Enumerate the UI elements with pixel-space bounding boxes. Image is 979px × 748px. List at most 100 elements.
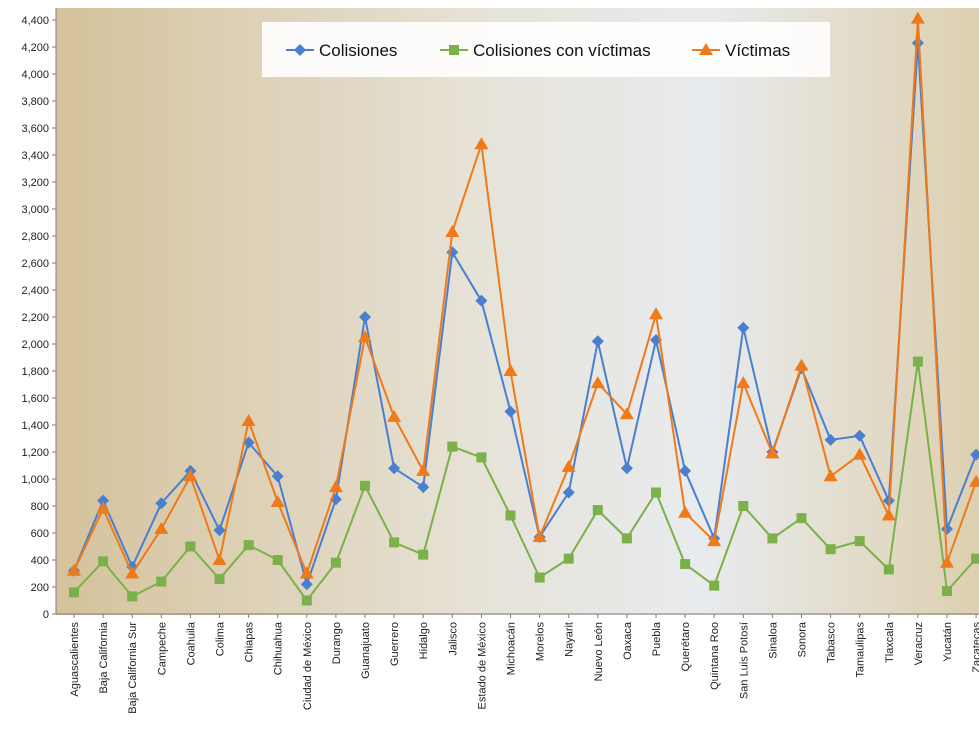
data-point xyxy=(504,405,517,418)
legend-label: Víctimas xyxy=(725,41,790,60)
data-point xyxy=(854,536,865,547)
y-tick-label: 2,400 xyxy=(21,285,49,297)
legend-item: Colisiones xyxy=(286,41,397,60)
data-point xyxy=(359,311,371,323)
data-point xyxy=(155,497,168,510)
y-tick-label: 1,600 xyxy=(21,393,49,405)
data-point xyxy=(271,470,284,483)
legend-label: Colisiones xyxy=(319,41,397,60)
data-point xyxy=(823,469,838,482)
y-tick-label: 1,200 xyxy=(21,447,49,459)
y-tick-label: 600 xyxy=(31,528,49,540)
data-point xyxy=(388,462,401,475)
data-point xyxy=(765,446,780,459)
data-point xyxy=(241,413,256,426)
data-point xyxy=(416,463,431,476)
x-tick-label: Chihuahua xyxy=(273,621,285,675)
data-point xyxy=(942,586,952,597)
data-point xyxy=(679,464,692,477)
data-point xyxy=(387,409,402,422)
data-point xyxy=(294,44,306,56)
data-point xyxy=(592,505,603,516)
data-point xyxy=(389,537,400,548)
data-point xyxy=(767,533,778,544)
x-tick-label: Hidalgo xyxy=(418,622,430,659)
y-tick-label: 3,800 xyxy=(21,96,49,108)
data-point xyxy=(736,376,751,389)
x-axis: Aguascalientes Baja California Baja Califo… xyxy=(56,613,979,714)
data-point xyxy=(475,294,488,307)
data-point xyxy=(243,540,254,551)
y-tick-label: 400 xyxy=(31,555,49,567)
x-tick-label: Estado de México xyxy=(476,622,488,709)
series-1 xyxy=(69,356,979,606)
data-point xyxy=(127,591,138,602)
y-tick-label: 2,600 xyxy=(21,258,49,270)
x-tick-label: Coahuila xyxy=(185,621,197,665)
data-point xyxy=(678,505,693,518)
x-tick-label: Baja California xyxy=(98,621,110,693)
data-point xyxy=(680,559,691,570)
x-tick-label: Tamaulipas xyxy=(855,622,867,678)
data-point xyxy=(300,578,313,591)
legend: Colisiones Colisiones con víctimas Víctima… xyxy=(262,22,830,77)
y-tick-label: 2,200 xyxy=(21,312,49,324)
x-tick-label: Sinaloa xyxy=(767,621,779,659)
x-tick-label: Zacatecas xyxy=(971,622,979,673)
data-point xyxy=(881,508,896,521)
data-point xyxy=(971,553,979,564)
x-tick-label: Ciudad de México xyxy=(302,622,314,710)
x-tick-label: Colima xyxy=(215,621,227,656)
data-point xyxy=(67,563,81,576)
x-tick-label: Aguascalientes xyxy=(69,622,81,697)
legend-item: Víctimas xyxy=(692,41,790,60)
legend-box xyxy=(262,22,830,77)
x-tick-label: Quintana Roo xyxy=(709,622,721,690)
data-point xyxy=(97,494,110,507)
data-point xyxy=(154,521,169,534)
data-point xyxy=(737,321,750,334)
data-point xyxy=(738,501,749,511)
x-tick-label: Veracruz xyxy=(913,622,925,665)
data-point xyxy=(125,566,140,579)
data-point xyxy=(301,595,312,606)
x-tick-label: San Luis Potosí xyxy=(738,622,750,699)
y-tick-label: 200 xyxy=(31,582,49,594)
data-point xyxy=(358,330,372,343)
x-tick-label: Baja California Sur xyxy=(127,622,139,714)
x-tick-label: Campeche xyxy=(156,622,168,675)
legend-item: Colisiones con víctimas xyxy=(440,41,651,60)
series-line xyxy=(73,42,978,588)
data-point xyxy=(328,480,343,493)
data-point xyxy=(214,573,225,584)
data-point xyxy=(940,555,954,568)
x-tick-label: Guanajuato xyxy=(360,622,372,679)
data-point xyxy=(447,441,458,452)
data-point xyxy=(941,522,953,535)
data-point xyxy=(563,553,574,564)
data-point xyxy=(96,501,111,514)
data-point xyxy=(590,376,605,389)
data-point xyxy=(561,459,576,472)
data-point xyxy=(98,556,109,567)
x-tick-label: Yucatán xyxy=(942,622,954,662)
data-point xyxy=(505,510,516,521)
data-point xyxy=(272,555,283,565)
y-tick-label: 4,400 xyxy=(21,15,49,27)
data-point xyxy=(852,447,867,460)
data-point xyxy=(445,224,460,237)
data-point xyxy=(969,474,979,487)
data-point xyxy=(212,553,227,565)
data-point xyxy=(619,407,634,420)
y-tick-label: 4,200 xyxy=(21,42,49,54)
y-tick-label: 1,800 xyxy=(21,366,49,378)
data-point xyxy=(707,534,722,547)
data-point xyxy=(649,307,663,320)
series-layer xyxy=(67,11,979,606)
legend-label: Colisiones con víctimas xyxy=(473,41,651,60)
y-tick-label: 3,000 xyxy=(21,204,49,216)
data-point xyxy=(69,587,79,598)
x-tick-label: Morelos xyxy=(535,622,547,662)
